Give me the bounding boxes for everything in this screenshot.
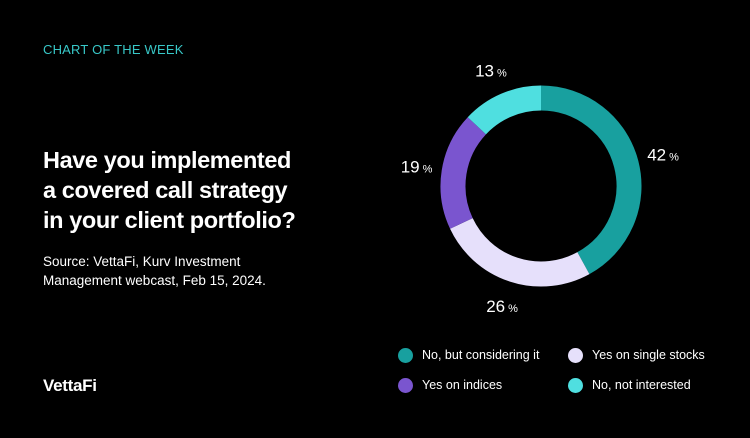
legend-label-yes-indices: Yes on indices (422, 378, 503, 392)
legend-item-yes-indices: Yes on indices (398, 377, 568, 393)
donut-slice-yes-on-indices (440, 117, 487, 229)
donut-label-yes-on-indices: 19% (401, 157, 433, 176)
donut-label-yes-on-single-stocks: 26% (486, 297, 518, 316)
donut-slice-no-not-interested (467, 85, 542, 135)
vettafi-logo: VettaFi (43, 376, 97, 395)
title-line-2: a covered call strategy (43, 177, 288, 203)
legend-swatch-yes-indices (398, 377, 413, 393)
title-line-3: in your client portfolio? (43, 207, 296, 233)
donut-slice-no-but-considering-it (540, 85, 642, 275)
legend-item-yes-single-stocks: Yes on single stocks (568, 347, 738, 363)
chart-question-title: Have you implemented a covered call stra… (43, 145, 343, 235)
legend-label-yes-single-stocks: Yes on single stocks (592, 348, 705, 362)
legend-swatch-yes-single-stocks (568, 347, 583, 363)
legend-swatch-no-considering (398, 347, 413, 363)
donut-label-no-but-considering-it: 42% (647, 146, 679, 165)
legend-label-no-not-interested: No, not interested (592, 378, 691, 392)
chart-legend: No, but considering it Yes on single sto… (398, 347, 738, 393)
source-line-1: Source: VettaFi, Kurv Investment (43, 254, 241, 269)
legend-label-no-considering: No, but considering it (422, 348, 540, 362)
title-line-1: Have you implemented (43, 147, 291, 173)
donut-label-no-not-interested: 13% (475, 61, 507, 80)
legend-swatch-no-not-interested (568, 377, 583, 393)
legend-item-no-considering: No, but considering it (398, 347, 568, 363)
source-line-2: Management webcast, Feb 15, 2024. (43, 273, 266, 288)
donut-slice-yes-on-single-stocks (450, 217, 590, 287)
source-note: Source: VettaFi, Kurv Investment Managem… (43, 252, 303, 290)
legend-item-no-not-interested: No, not interested (568, 377, 738, 393)
chart-of-the-week-label: CHART OF THE WEEK (43, 42, 184, 57)
